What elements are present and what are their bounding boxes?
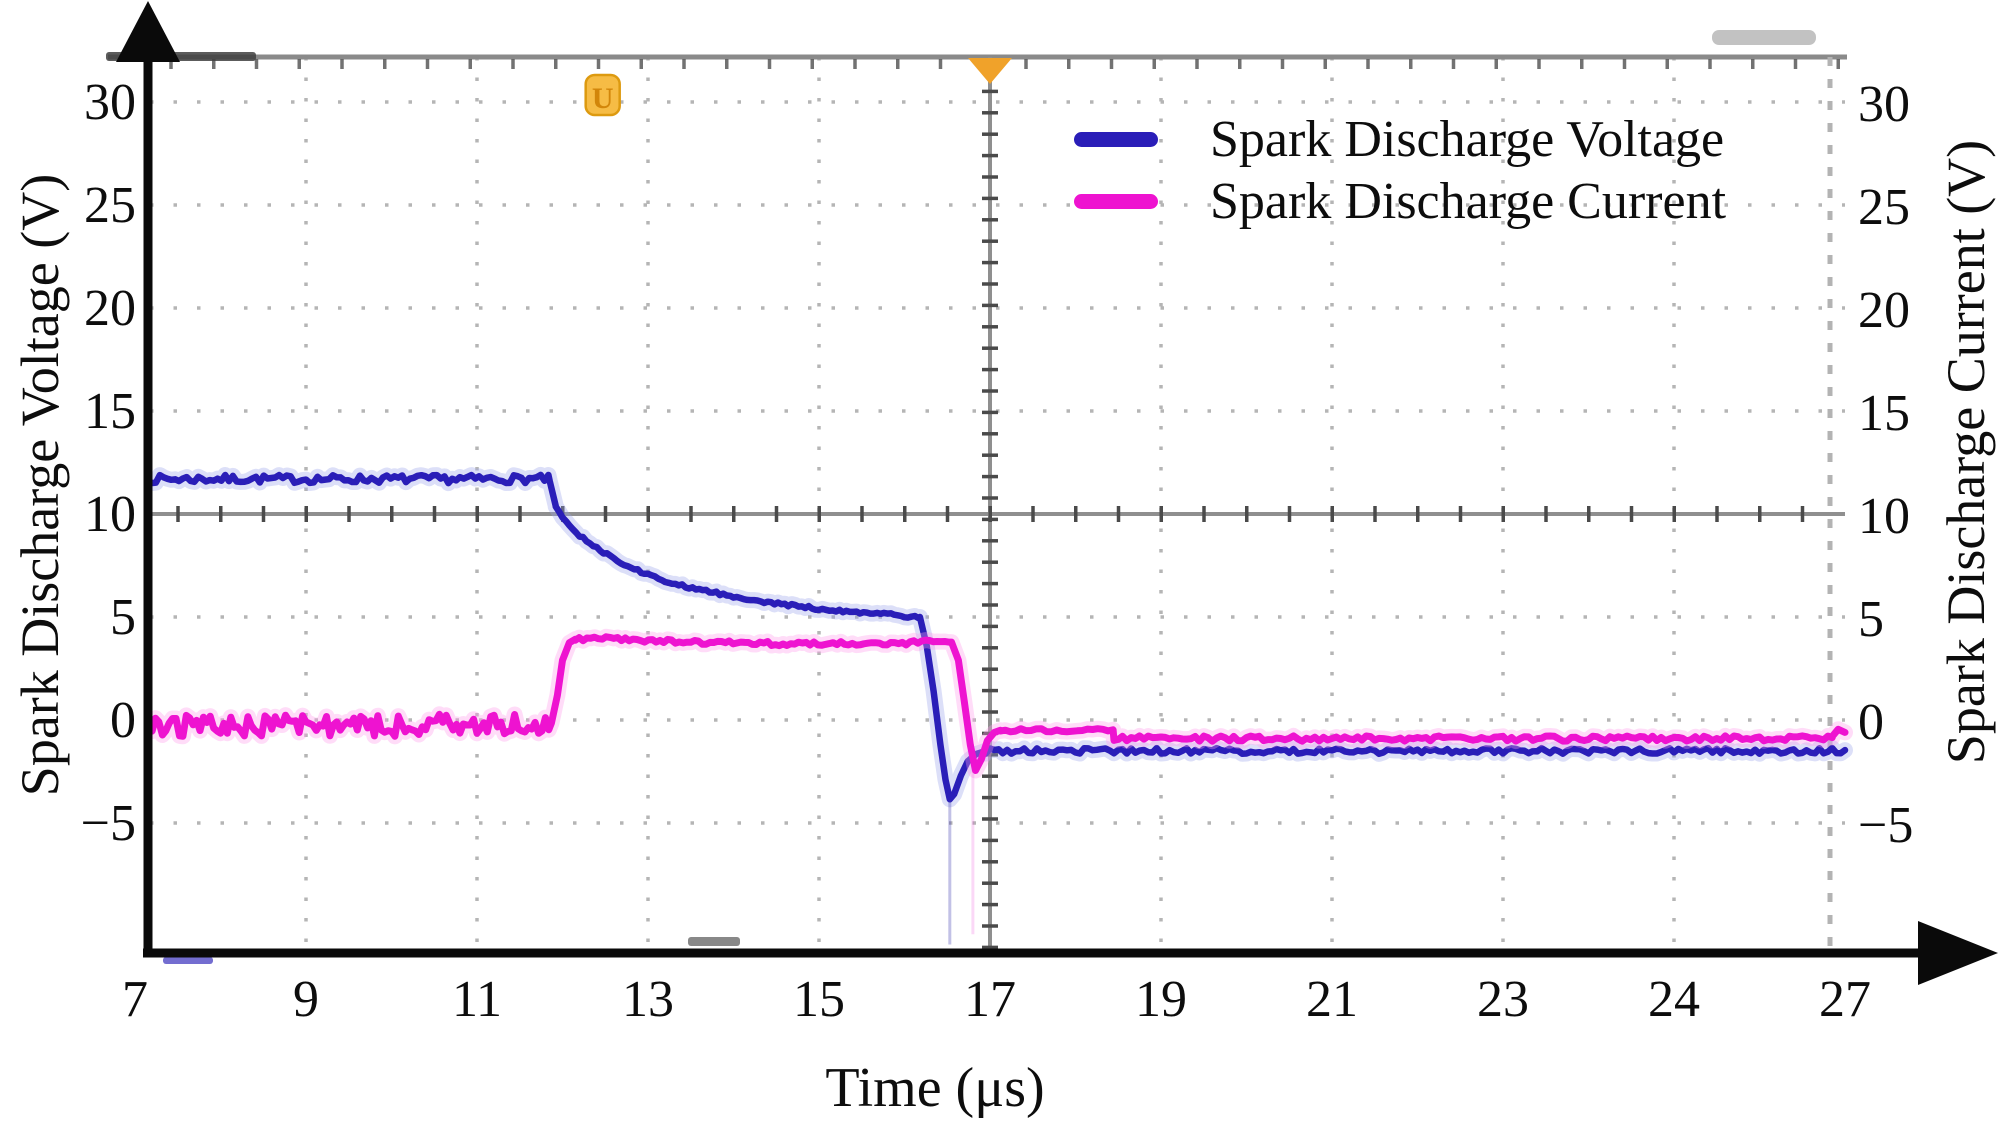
scan-artifact xyxy=(163,957,213,964)
x-axis-arrow-icon xyxy=(1918,921,1998,985)
x-axis-title: Time (μs) xyxy=(825,1057,1045,1119)
x-tick-label: 17 xyxy=(964,971,1016,1028)
y-tick-label-right: 25 xyxy=(1858,179,1910,236)
y-tick-label-left: 5 xyxy=(110,589,136,646)
left-axis-title: Spark Discharge Voltage (V) xyxy=(10,173,70,797)
legend-item: Spark Discharge Current xyxy=(1074,170,1726,232)
x-tick-label: 19 xyxy=(1135,971,1187,1028)
y-tick-label-left: 20 xyxy=(84,280,136,337)
current-legend-swatch xyxy=(1074,193,1158,209)
x-axis-line xyxy=(143,948,1935,958)
spark-discharge-current-trace xyxy=(148,633,1849,774)
scan-artifact xyxy=(688,937,740,946)
right-axis-title: Spark Discharge Current (V) xyxy=(1936,139,1996,765)
y-tick-label-right: 0 xyxy=(1858,694,1884,751)
x-tick-label: 23 xyxy=(1477,971,1529,1028)
x-tick-label: 24 xyxy=(1648,971,1700,1028)
x-tick-label: 15 xyxy=(793,971,845,1028)
y-tick-label-right: −5 xyxy=(1858,797,1913,854)
voltage-legend-swatch xyxy=(1074,131,1158,147)
scan-artifact xyxy=(1712,30,1816,45)
y-tick-label-left: −5 xyxy=(81,795,136,852)
legend-label-voltage: Spark Discharge Voltage xyxy=(1210,110,1725,168)
chart-legend: Spark Discharge Voltage Spark Discharge … xyxy=(1074,108,1726,232)
x-tick-label: 21 xyxy=(1306,971,1358,1028)
x-tick-label: 7 xyxy=(122,971,148,1028)
trigger-marker-icon xyxy=(968,58,1012,84)
y-tick-label-left: 30 xyxy=(84,74,136,131)
u-marker-icon: U xyxy=(584,73,621,117)
y-tick-label-left: 10 xyxy=(84,486,136,543)
y-tick-label-right: 10 xyxy=(1858,488,1910,545)
x-tick-label: 27 xyxy=(1819,971,1871,1028)
y-tick-label-right: 20 xyxy=(1858,282,1910,339)
x-tick-label: 9 xyxy=(293,971,319,1028)
y-axis-arrow-icon xyxy=(116,1,180,62)
spark-discharge-voltage-trace xyxy=(148,471,1849,803)
y-tick-label-left: 15 xyxy=(84,383,136,440)
y-tick-label-right: 5 xyxy=(1858,591,1884,648)
x-tick-label: 11 xyxy=(452,971,502,1028)
y-tick-label-left: 0 xyxy=(110,692,136,749)
y-tick-label-left: 25 xyxy=(84,177,136,234)
svg-text:U: U xyxy=(592,82,614,115)
y-axis-line xyxy=(143,30,153,957)
legend-item: Spark Discharge Voltage xyxy=(1074,108,1726,170)
y-tick-label-right: 30 xyxy=(1858,76,1910,133)
x-tick-label: 13 xyxy=(622,971,674,1028)
legend-label-current: Spark Discharge Current xyxy=(1210,172,1727,230)
y-tick-label-right: 15 xyxy=(1858,385,1910,442)
